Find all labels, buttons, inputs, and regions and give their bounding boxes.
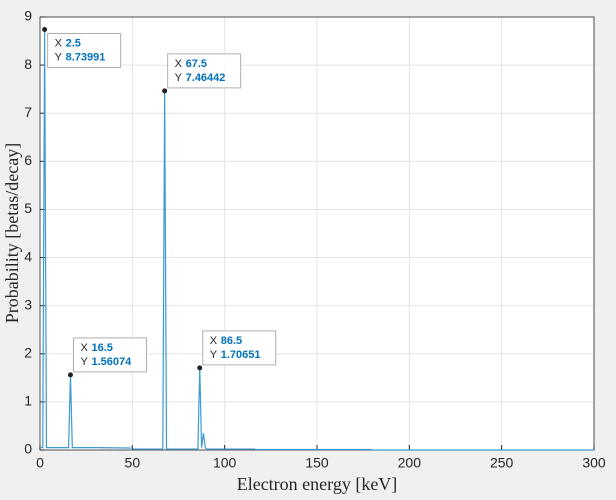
x-tick-label: 100: [213, 455, 237, 471]
datatip-marker: [42, 27, 48, 33]
datatip-x-label: X: [80, 342, 88, 354]
datatip: X 86.5Y 1.70651: [197, 330, 277, 371]
x-tick-label: 250: [490, 455, 514, 471]
datatip-marker: [162, 88, 168, 94]
datatip-x-value: 67.5: [186, 58, 207, 70]
datatip-y-label: Y: [175, 72, 183, 84]
y-tick-label: 6: [24, 152, 32, 168]
datatip-x-label: X: [175, 58, 183, 70]
datatip-y-label: Y: [80, 356, 88, 368]
y-tick-label: 9: [24, 8, 32, 24]
datatip-y-label: Y: [55, 51, 63, 63]
datatip-x-value: 16.5: [91, 342, 112, 354]
datatip-x-value: 2.5: [66, 37, 81, 49]
datatip-marker: [67, 372, 73, 378]
y-axis-title: Probability [betas/decay]: [2, 143, 22, 323]
y-tick-label: 5: [24, 200, 32, 216]
datatip-x-label: X: [55, 37, 63, 49]
x-tick-label: 150: [305, 455, 329, 471]
datatip-box: [167, 53, 242, 89]
x-tick-label: 50: [125, 455, 141, 471]
y-tick-label: 4: [24, 248, 32, 264]
datatip-box: [47, 33, 122, 69]
datatip: X 2.5Y 8.73991: [42, 27, 122, 69]
y-tick-label: 2: [24, 344, 32, 360]
y-tick-label: 7: [24, 104, 32, 120]
datatip-y-value: 1.70651: [221, 349, 261, 361]
x-axis-title: Electron energy [keV]: [237, 474, 398, 494]
x-tick-label: 300: [582, 455, 606, 471]
datatip-x-value: 86.5: [221, 335, 242, 347]
datatip-box: [202, 330, 277, 366]
datatip-y-value: 1.56074: [91, 356, 132, 368]
y-tick-label: 1: [24, 393, 32, 409]
datatip-x-label: X: [210, 335, 218, 347]
x-tick-label: 0: [36, 455, 44, 471]
datatip-box: [72, 337, 147, 373]
datatip-y-value: 7.46442: [186, 72, 226, 84]
datatip: X 16.5Y 1.56074: [67, 337, 147, 378]
y-tick-label: 8: [24, 56, 32, 72]
x-tick-label: 200: [398, 455, 422, 471]
data-line: [40, 29, 594, 451]
datatip-y-label: Y: [210, 349, 218, 361]
y-tick-label: 0: [24, 441, 32, 457]
datatip: X 67.5Y 7.46442: [162, 53, 242, 94]
y-tick-label: 3: [24, 296, 32, 312]
datatip-marker: [197, 365, 203, 371]
datatip-y-value: 8.73991: [66, 51, 106, 63]
